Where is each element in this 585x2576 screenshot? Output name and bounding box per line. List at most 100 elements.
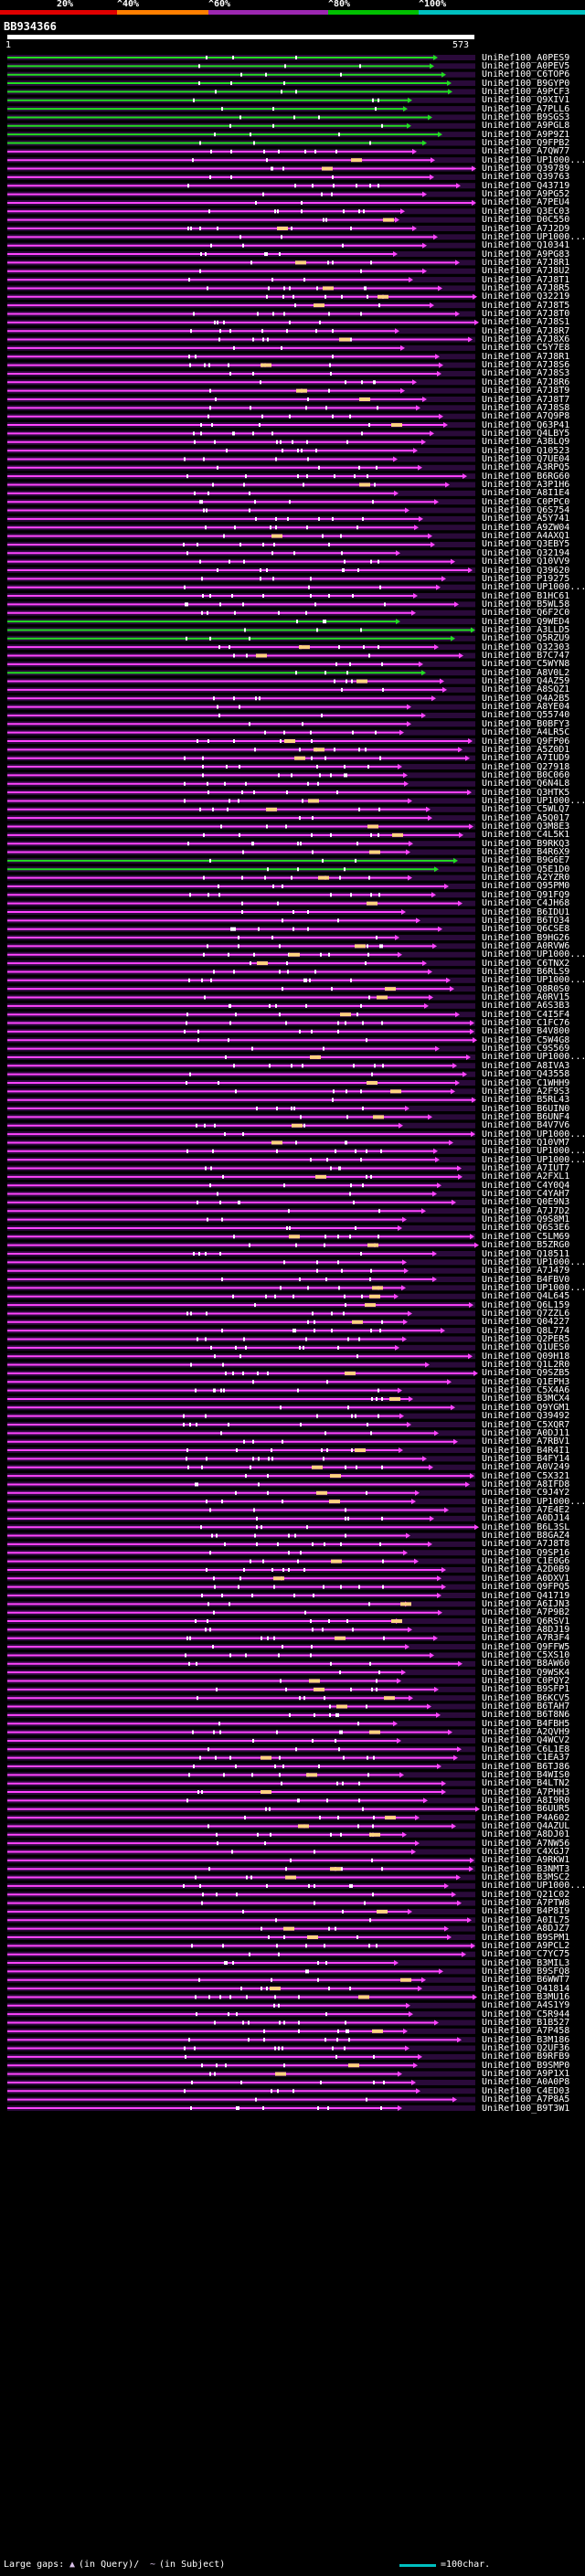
hit-label[interactable]: UniRef100_B6TO34 (482, 915, 570, 926)
hit-label[interactable]: UniRef100_A3LLD5 (482, 624, 570, 635)
hit-label[interactable]: UniRef100_B4P8I9 (482, 1906, 570, 1917)
hit-label[interactable]: UniRef100_Q95PM0 (482, 881, 570, 892)
hit-label[interactable]: UniRef100_A7J8T9 (482, 386, 570, 397)
hit-label[interactable]: UniRef100_B9HG26 (482, 932, 570, 943)
hit-label[interactable]: UniRef100_B9SMP0 (482, 2060, 570, 2071)
hit-label[interactable]: UniRef100_A7J8R6 (482, 376, 570, 387)
hit-label[interactable]: UniRef100_Q27918 (482, 761, 570, 772)
hit-label[interactable]: UniRef100_B5ZRG0 (482, 1240, 570, 1251)
hit-label[interactable]: UniRef100_A7Q9P8 (482, 411, 570, 422)
hit-label[interactable]: UniRef100_B9RFB9 (482, 2051, 570, 2062)
hit-label[interactable]: UniRef100_D0C550 (482, 215, 570, 226)
hit-label[interactable]: UniRef100_A7J8R7 (482, 325, 570, 336)
hit-label[interactable]: UniRef100_Q43558 (482, 1069, 570, 1080)
hit-label[interactable]: UniRef100_Q1UES0 (482, 1342, 570, 1353)
hit-label[interactable]: UniRef100_A0DJ14 (482, 1513, 570, 1524)
hit-label[interactable]: UniRef100_A8DJZ7 (482, 1924, 570, 1935)
hit-label[interactable]: UniRef100_C0PPC0 (482, 496, 570, 507)
hit-label[interactable]: UniRef100_A7J8T1 (482, 274, 570, 285)
hit-label[interactable]: UniRef100_Q6F2C0 (482, 608, 570, 619)
hit-label[interactable]: UniRef100_Q6S754 (482, 505, 570, 516)
hit-label[interactable]: UniRef100_A0PEV5 (482, 60, 570, 71)
hit-label[interactable]: UniRef100_A7J8T8 (482, 1539, 570, 1550)
hit-label[interactable]: UniRef100_B3M186 (482, 2034, 570, 2045)
hit-label[interactable]: UniRef100_B9RKQ3 (482, 838, 570, 849)
hit-label[interactable]: UniRef100_C1FC76 (482, 1018, 570, 1029)
hit-label[interactable]: UniRef100_A3P1H6 (482, 480, 570, 490)
hit-label[interactable]: UniRef100_B7C747 (482, 651, 570, 661)
hit-label[interactable]: UniRef100_B9T3W1 (482, 2103, 570, 2114)
hit-label[interactable]: UniRef100_Q21C02 (482, 1889, 570, 1900)
hit-label[interactable]: UniRef100_Q1L2R0 (482, 1360, 570, 1371)
hit-label[interactable]: UniRef100_A4S1Y9 (482, 2000, 570, 2011)
hit-label[interactable]: UniRef100_B1B527 (482, 2018, 570, 2028)
hit-label[interactable]: UniRef100_B4WIS0 (482, 1769, 570, 1780)
hit-label[interactable]: UniRef100_Q39763 (482, 172, 570, 183)
hit-label[interactable]: UniRef100_A9ZW04 (482, 522, 570, 533)
hit-label[interactable]: UniRef100_B1HC61 (482, 590, 570, 601)
hit-label[interactable]: UniRef100_A8V0L2 (482, 667, 570, 678)
hit-label[interactable]: UniRef100_A7PEU4 (482, 197, 570, 208)
hit-label[interactable]: UniRef100_Q6CSE8 (482, 924, 570, 935)
hit-label[interactable]: UniRef100_A8IFD8 (482, 1479, 570, 1489)
hit-label[interactable]: UniRef100_A7J8S3 (482, 368, 570, 379)
hit-label[interactable]: UniRef100_C1EA37 (482, 1753, 570, 1764)
hit-label[interactable]: UniRef100_A9P1X1 (482, 2069, 570, 2080)
hit-label[interactable]: UniRef100_Q9S8M1 (482, 1214, 570, 1225)
hit-label[interactable]: UniRef100_P19275 (482, 573, 570, 584)
hit-label[interactable]: UniRef100_A7J8S6 (482, 360, 570, 371)
hit-label[interactable]: UniRef100_UP1000... (482, 795, 585, 806)
hit-label[interactable]: UniRef100_A3BLQ9 (482, 437, 570, 448)
hit-label[interactable]: UniRef100_A9PCF3 (482, 86, 570, 97)
hit-label[interactable]: UniRef100_C5R944 (482, 2009, 570, 2019)
hit-label[interactable]: UniRef100_P4A602 (482, 1812, 570, 1823)
hit-label[interactable]: UniRef100_C5WYN8 (482, 659, 570, 670)
hit-label[interactable]: UniRef100_Q39789 (482, 164, 570, 175)
hit-label[interactable]: UniRef100_A0DXV1 (482, 1573, 570, 1584)
hit-label[interactable]: UniRef100_A2YZR0 (482, 873, 570, 884)
hit-label[interactable]: UniRef100_C4JH68 (482, 898, 570, 909)
hit-label[interactable]: UniRef100_Q32219 (482, 292, 570, 302)
hit-label[interactable]: UniRef100_Q9FPB2 (482, 138, 570, 148)
hit-label[interactable]: UniRef100_A7J8R1 (482, 351, 570, 362)
hit-label[interactable]: UniRef100_A2D0B9 (482, 1564, 570, 1575)
hit-label[interactable]: UniRef100_B6T8N6 (482, 1710, 570, 1721)
hit-label[interactable]: UniRef100_Q3M8E3 (482, 822, 570, 832)
hit-label[interactable]: UniRef100_Q04227 (482, 1317, 570, 1328)
hit-label[interactable]: UniRef100_A8I9R0 (482, 1795, 570, 1806)
hit-label[interactable]: UniRef100_C6L1E8 (482, 1744, 570, 1754)
hit-label[interactable]: UniRef100_Q9FFW5 (482, 1641, 570, 1652)
hit-label[interactable]: UniRef100_B6RG60 (482, 471, 570, 482)
hit-label[interactable]: UniRef100_A7IUT7 (482, 1163, 570, 1173)
hit-label[interactable]: UniRef100_Q9SZB5 (482, 1368, 570, 1379)
hit-label[interactable]: UniRef100_Q9FP06 (482, 736, 570, 747)
hit-label[interactable]: UniRef100_A5Y741 (482, 514, 570, 525)
hit-label[interactable]: UniRef100_Q9WSK4 (482, 1667, 570, 1678)
hit-label[interactable]: UniRef100_A9P9Z1 (482, 129, 570, 140)
hit-label[interactable]: UniRef100_B6UIN0 (482, 1103, 570, 1114)
hit-label[interactable]: UniRef100_C1WHH9 (482, 1077, 570, 1088)
hit-label[interactable]: UniRef100_A5Q017 (482, 812, 570, 823)
hit-label[interactable]: UniRef100_A0A0P8 (482, 2077, 570, 2088)
hit-label[interactable]: UniRef100_B9SFQ8 (482, 1966, 570, 1977)
hit-label[interactable]: UniRef100_Q0E9N3 (482, 1197, 570, 1208)
hit-label[interactable]: UniRef100_B4R4I1 (482, 1445, 570, 1456)
hit-label[interactable]: UniRef100_Q3EC03 (482, 206, 570, 217)
hit-label[interactable]: UniRef100_Q5E1D0 (482, 864, 570, 875)
hit-label[interactable]: UniRef100_Q1EPH3 (482, 1376, 570, 1387)
hit-label[interactable]: UniRef100_A9PG52 (482, 189, 570, 200)
hit-label[interactable]: UniRef100_UP1000... (482, 1146, 585, 1157)
hit-label[interactable]: UniRef100_B5WL58 (482, 599, 570, 610)
hit-label[interactable]: UniRef100_A4AXQ1 (482, 531, 570, 542)
hit-label[interactable]: UniRef100_Q4AZ59 (482, 676, 570, 687)
hit-label[interactable]: UniRef100_B8AW60 (482, 1659, 570, 1670)
hit-label[interactable]: UniRef100_B3MCX4 (482, 1394, 570, 1405)
hit-label[interactable]: UniRef100_A7PTW8 (482, 1898, 570, 1909)
hit-label[interactable]: UniRef100_Q63P41 (482, 419, 570, 430)
hit-label[interactable]: UniRef100_B9SPM1 (482, 1932, 570, 1943)
hit-label[interactable]: UniRef100_Q4WCV2 (482, 1735, 570, 1746)
hit-label[interactable]: UniRef100_UP1000... (482, 1256, 585, 1267)
hit-label[interactable]: UniRef100_UP1000... (482, 975, 585, 986)
hit-label[interactable]: UniRef100_A7P9B2 (482, 1607, 570, 1618)
hit-label[interactable]: UniRef100_C6TNX2 (482, 958, 570, 969)
